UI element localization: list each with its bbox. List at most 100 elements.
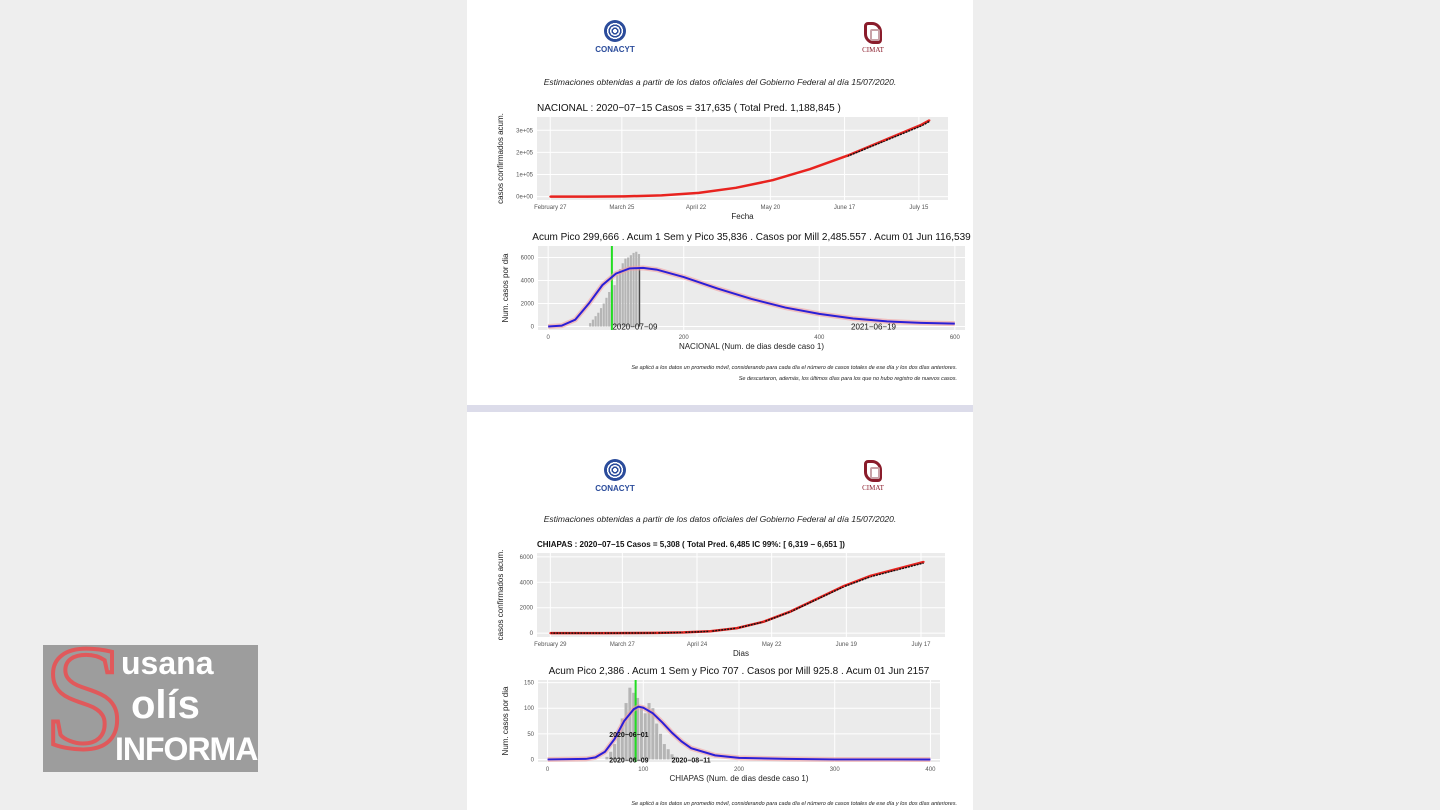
- x-tick-label: May 22: [762, 642, 782, 648]
- chart-title: CHIAPAS : 2020−07−15 Casos = 5,308 ( Tot…: [537, 540, 845, 549]
- x-tick-label: April 22: [686, 205, 707, 211]
- fitted-curve: [547, 705, 931, 761]
- data-point: [846, 154, 849, 157]
- y-tick-label: 100: [524, 706, 535, 712]
- chiapas-daily-chart: Acum Pico 2,386 . Acum 1 Sem y Pico 707 …: [501, 666, 940, 783]
- data-point: [709, 630, 712, 633]
- y-tick-label: 4000: [521, 279, 535, 285]
- x-tick-label: July 15: [909, 205, 929, 211]
- date-annotation: 2020−07−09: [612, 323, 657, 332]
- daily-cases-bar: [670, 754, 674, 760]
- y-tick-label: 150: [524, 681, 535, 687]
- data-point: [771, 179, 774, 182]
- page-separator: [467, 405, 973, 412]
- daily-cases-bar: [624, 703, 628, 760]
- report-page-nacional: CONACYT CIMAT Estimaciones obtenidas a p…: [467, 0, 973, 405]
- daily-cases-bar: [609, 751, 613, 760]
- x-tick-label: June 17: [834, 205, 856, 211]
- plot-panel: [537, 553, 945, 637]
- report-subtitle: Estimaciones obtenidas a partir de los d…: [543, 514, 897, 524]
- date-annotation: 2021−06−19: [851, 323, 896, 332]
- daily-cases-bar: [602, 303, 605, 327]
- daily-cases-bar: [674, 756, 678, 760]
- daily-cases-bar: [616, 733, 620, 760]
- chiapas-cumulative-chart: CHIAPAS : 2020−07−15 Casos = 5,308 ( Tot…: [496, 540, 945, 658]
- daily-cases-bar: [589, 323, 592, 327]
- data-point: [549, 195, 552, 198]
- y-axis-label: casos confirmados acum.: [496, 113, 505, 204]
- data-point: [734, 186, 737, 189]
- daily-cases-bar: [618, 269, 622, 327]
- x-axis-label: NACIONAL (Num. de dias desde caso 1): [679, 342, 824, 351]
- daily-cases-bar: [632, 252, 635, 327]
- y-tick-label: 6000: [521, 256, 535, 262]
- daily-cases-bar: [594, 316, 597, 327]
- data-point: [920, 123, 923, 126]
- data-point: [922, 560, 925, 563]
- nacional-cumulative-chart: NACIONAL : 2020−07−15 Casos = 317,635 ( …: [496, 103, 948, 221]
- data-point: [697, 191, 700, 194]
- daily-cases-bar: [620, 718, 624, 760]
- daily-cases-bar: [624, 258, 627, 327]
- chart-title: Acum Pico 299,666 . Acum 1 Sem y Pico 35…: [532, 232, 971, 243]
- daily-cases-bar: [651, 708, 655, 760]
- observed-series-line: [846, 120, 930, 158]
- x-tick-label: 400: [814, 335, 825, 341]
- data-point: [736, 627, 738, 630]
- y-tick-label: 4000: [520, 580, 534, 586]
- data-point: [586, 195, 589, 198]
- daily-cases-bar: [658, 733, 663, 760]
- daily-cases-bar: [599, 308, 603, 327]
- daily-cases-bar: [616, 274, 619, 327]
- daily-cases-bar: [621, 263, 624, 327]
- y-tick-label: 3e+05: [516, 128, 534, 134]
- y-tick-label: 2000: [520, 606, 534, 612]
- data-point: [883, 139, 886, 142]
- x-tick-label: March 25: [609, 205, 635, 211]
- daily-cases-bar: [666, 749, 670, 760]
- daily-cases-bar: [597, 312, 600, 327]
- daily-cases-bar: [636, 697, 640, 760]
- footnote: Se descartaron, además, los últimos días…: [738, 376, 957, 382]
- data-point: [602, 632, 605, 635]
- y-axis-label: casos confirmados acum.: [496, 550, 505, 641]
- cimat-logo: CIMAT: [853, 460, 893, 492]
- x-tick-label: April 24: [687, 642, 708, 648]
- fitted-curve: [548, 266, 955, 328]
- conacyt-logo: CONACYT: [585, 459, 645, 493]
- report-subtitle: Estimaciones obtenidas a partir de los d…: [543, 77, 897, 87]
- daily-cases-bar: [605, 756, 609, 760]
- x-tick-label: February 27: [534, 205, 567, 211]
- x-tick-label: March 27: [610, 642, 636, 648]
- x-tick-label: 200: [679, 335, 690, 341]
- x-tick-label: 600: [950, 335, 961, 341]
- x-axis-label: Dias: [733, 649, 749, 658]
- data-point: [549, 632, 552, 635]
- daily-cases-bar: [627, 257, 630, 327]
- x-tick-label: 200: [734, 767, 745, 773]
- data-point: [928, 119, 931, 122]
- y-tick-label: 2000: [521, 302, 535, 308]
- daily-cases-bar: [605, 297, 608, 327]
- data-point: [682, 631, 685, 634]
- x-tick-label: July 17: [911, 642, 931, 648]
- data-point: [789, 610, 792, 613]
- daily-cases-bar: [591, 319, 594, 327]
- x-tick-label: 300: [830, 767, 841, 773]
- daily-cases-bar: [647, 703, 651, 760]
- daily-cases-bar: [635, 251, 638, 327]
- daily-cases-bar: [613, 744, 617, 760]
- x-axis-label: Fecha: [731, 212, 754, 221]
- x-tick-label: 0: [546, 767, 550, 773]
- cimat-logo: CIMAT: [853, 22, 893, 54]
- susana-solis-informa-watermark: S usana olís INFORMA: [43, 645, 258, 772]
- date-annotation: 2020−06−01: [609, 732, 648, 739]
- x-tick-label: 0: [546, 335, 550, 341]
- y-axis-label: Num. casos por dia: [501, 686, 510, 755]
- fitted-series-line: [550, 119, 931, 198]
- data-point: [656, 631, 658, 634]
- chart-title: Acum Pico 2,386 . Acum 1 Sem y Pico 707 …: [549, 666, 930, 677]
- x-tick-label: 400: [925, 767, 936, 773]
- footnote: Se aplicó a los datos un promedio móvil,…: [631, 365, 957, 371]
- y-tick-label: 0: [531, 325, 535, 331]
